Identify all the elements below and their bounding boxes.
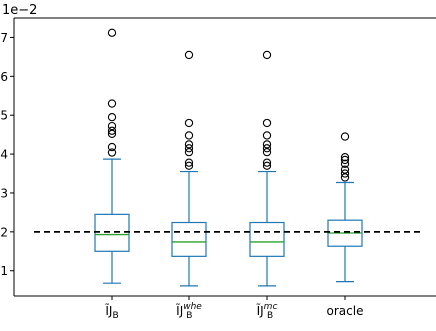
outlier-point [262, 161, 272, 170]
outlier-point [107, 28, 117, 37]
y-tick-label: 4 [0, 148, 8, 162]
outlier-point [184, 140, 194, 149]
outlier-point [262, 118, 272, 128]
outlier-point [340, 155, 350, 165]
y-tick-label: 2 [0, 225, 8, 239]
y-tick-label: 7 [0, 31, 8, 45]
outlier-point [340, 132, 350, 141]
outlier-point [107, 148, 117, 157]
outlier-point [184, 144, 194, 153]
outlier-point [340, 165, 350, 174]
outlier-point [107, 126, 117, 135]
outlier-point [262, 158, 272, 167]
outlier-point [262, 144, 272, 153]
outlier-point [262, 50, 272, 60]
outlier-point [340, 159, 350, 168]
box-iqr [171, 221, 207, 257]
outlier-point [107, 142, 117, 152]
box-iqr [249, 221, 285, 257]
outlier-point [262, 140, 272, 149]
y-tick-label: 6 [0, 70, 8, 84]
outlier-point [184, 147, 194, 157]
y-tick-label: 1 [0, 264, 8, 278]
outlier-point [184, 118, 194, 128]
outlier-point [184, 131, 194, 140]
x-tick-label: ĨJB [104, 303, 118, 321]
outlier-point [262, 147, 272, 157]
y-tick-label: 3 [0, 186, 8, 200]
outlier-point [107, 99, 117, 108]
outlier-point [262, 131, 272, 140]
outlier-point [340, 169, 350, 178]
box-iqr [94, 213, 130, 252]
y-tick-label: 5 [0, 109, 8, 123]
x-tick-label: ĨJmc B [256, 302, 278, 321]
plot-area: 1 2 3 4 5 6 7 ĨJB ĨJwhe B ĨJmc B oracle [0, 17, 436, 321]
outlier-point [107, 112, 117, 122]
x-tick-label: oracle [327, 304, 364, 318]
outlier-point [184, 161, 194, 170]
outlier-point [184, 158, 194, 167]
x-tick-label: ĨJwhe B [175, 302, 202, 321]
outlier-point [107, 129, 117, 139]
y-axis-multiplier-label: 1e−2 [2, 3, 37, 18]
outlier-point [340, 153, 350, 162]
outlier-point [340, 173, 350, 182]
outlier-point [107, 121, 117, 131]
outlier-point [184, 50, 194, 60]
